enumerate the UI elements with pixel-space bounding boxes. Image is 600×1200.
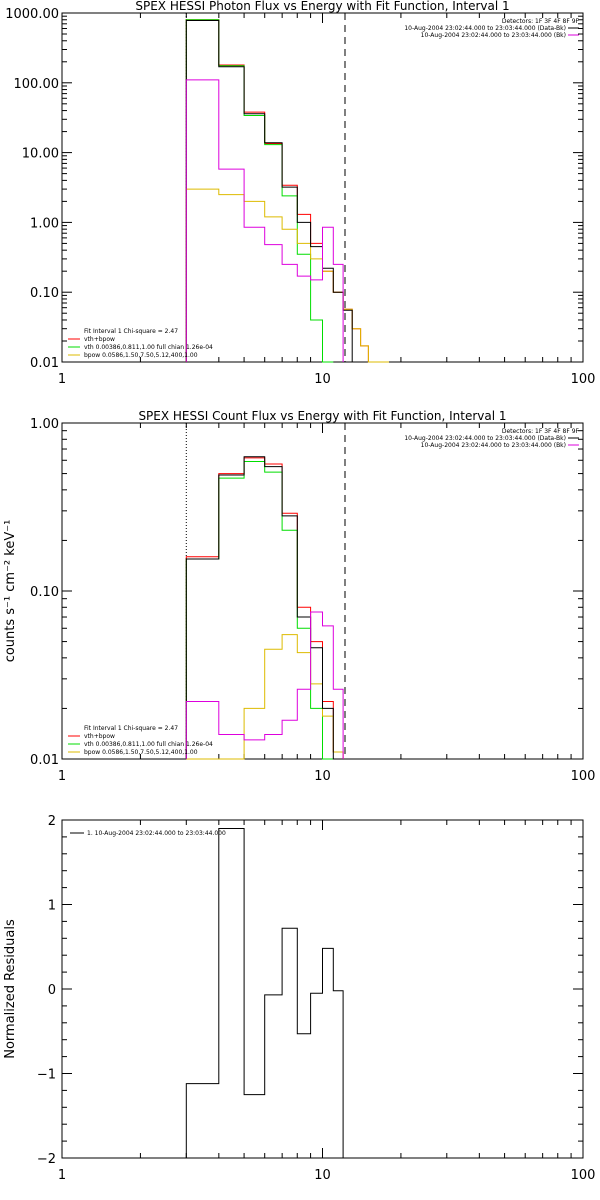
legend-entry: Fit Interval 1 Chi-square = 2.47 <box>84 328 178 335</box>
y-tick-label: 100.00 <box>14 77 60 92</box>
y-tick-label: 0.10 <box>30 286 59 301</box>
series-total-histogram <box>185 456 344 760</box>
x-tick-label: 100 <box>571 1168 596 1183</box>
y-tick-label: 1 <box>48 899 56 914</box>
y-axis-label: counts s⁻¹ cm⁻² keV⁻¹ <box>3 520 18 663</box>
info-line: 10-Aug-2004 23:02:44.000 to 23:03:44.000… <box>421 442 566 449</box>
info-line: 10-Aug-2004 23:02:44.000 to 23:03:44.000… <box>404 435 566 442</box>
series-total-histogram <box>185 828 344 1158</box>
series-total-histogram <box>185 20 353 362</box>
legend-entry: vth+bpow <box>84 336 115 343</box>
x-tick-label: 10 <box>314 1168 331 1183</box>
y-tick-label: 0.10 <box>30 585 59 600</box>
x-tick-label: 1 <box>58 1168 66 1183</box>
legend-entry: 1. 10-Aug-2004 23:02:44.000 to 23:03:44.… <box>87 830 226 837</box>
plot-frame <box>61 12 584 363</box>
y-tick-label: 2 <box>48 814 56 829</box>
x-tick-label: 1 <box>58 372 66 387</box>
y-axis-label: Normalized Residuals <box>3 919 18 1059</box>
x-tick-label: 10 <box>314 372 331 387</box>
info-line: Detectors: 1F 3F 4F 8F 9F <box>502 18 580 25</box>
chart-panel-2: SPEX HESSI Count Flux vs Energy with Fit… <box>3 409 595 784</box>
x-tick-label: 100 <box>571 372 596 387</box>
info-line: 10-Aug-2004 23:02:44.000 to 23:03:44.000… <box>421 32 566 39</box>
legend-entry: Fit Interval 1 Chi-square = 2.47 <box>84 725 178 732</box>
legend-entry: vth 0.00386,0.811,1.00 full chian 1.26e-… <box>84 344 213 351</box>
legend-entry: vth+bpow <box>84 733 115 740</box>
y-tick-label: 1000.00 <box>5 7 59 22</box>
series-sum-histogram <box>185 457 344 759</box>
y-tick-label: 0 <box>48 983 56 998</box>
series-vth-histogram <box>185 461 334 760</box>
y-tick-label: 1.00 <box>30 417 59 432</box>
info-line: Detectors: 1F 3F 4F 8F 9F <box>502 428 580 435</box>
chart-panel-3: 1 10 100 −2 −1 0 1 2 Normalized Residuals 1. 10-A… <box>3 814 595 1183</box>
y-tick-label: 0.01 <box>30 753 59 768</box>
x-tick-label: 1 <box>58 769 66 784</box>
series-bk-histogram <box>185 79 344 362</box>
y-tick-label: 10.00 <box>22 147 59 162</box>
series-vth-histogram <box>185 19 334 363</box>
legend-entry: bpow 0.0586,1.50,7.50,5.12,400,1.00 <box>84 352 198 359</box>
y-tick-label: 0.01 <box>30 356 59 371</box>
chart-title: SPEX HESSI Photon Flux vs Energy with Fi… <box>135 0 509 13</box>
x-tick-label: 100 <box>571 769 596 784</box>
series-bpow-histogram <box>185 188 389 363</box>
info-line: 10-Aug-2004 23:02:44.000 to 23:03:44.000… <box>404 25 566 32</box>
chart-title: SPEX HESSI Count Flux vs Energy with Fit… <box>138 409 506 423</box>
y-tick-label: −2 <box>37 1152 56 1167</box>
chart-panel-1: SPEX HESSI Photon Flux vs Energy with Fi… <box>5 0 595 387</box>
legend-entry: vth 0.00386,0.811,1.00 full chian 1.26e-… <box>84 741 213 748</box>
series-bk-histogram <box>185 611 344 759</box>
y-tick-label: −1 <box>37 1068 56 1083</box>
legend-entry: bpow 0.0586,1.50,7.50,5.12,400,1.00 <box>84 749 198 756</box>
x-tick-label: 10 <box>314 769 331 784</box>
y-tick-label: 1.00 <box>30 216 59 231</box>
